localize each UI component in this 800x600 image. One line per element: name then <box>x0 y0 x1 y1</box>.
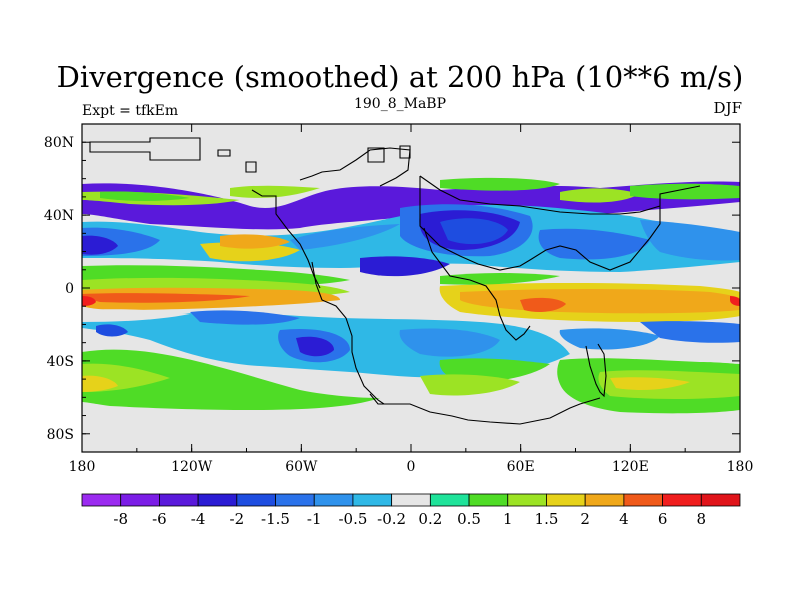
colorbar-swatch <box>662 493 702 507</box>
chart-subtitle: 190_8_MaBP <box>353 96 447 112</box>
greenland-outline <box>367 145 411 163</box>
plot-area: 180 120W 60W 0 60E 120E 180 80N 40N 0 40S 80S <box>44 123 753 475</box>
divergence-contour-region <box>520 297 566 312</box>
north-america-outline <box>89 137 321 289</box>
antarctica-outline <box>369 393 601 425</box>
colorbar-swatch <box>159 493 199 507</box>
divergence-contour-region <box>559 328 660 350</box>
divergence-contour-region <box>82 296 96 306</box>
eurasia-outline <box>419 175 701 271</box>
divergence-contour-region <box>200 242 300 262</box>
colorbar-swatch <box>507 493 547 507</box>
divergence-contour-region <box>420 374 520 396</box>
x-tick-label: 180 <box>727 459 754 475</box>
australia-outline <box>585 343 607 398</box>
y-tick-label: 40N <box>44 208 74 224</box>
arctic-outline <box>217 147 411 187</box>
colorbar-label: 2 <box>580 510 590 528</box>
colorbar-swatch <box>236 493 276 507</box>
divergence-contour-region <box>630 183 740 200</box>
colorbar-swatch <box>429 493 470 507</box>
divergence-contour-region <box>640 321 740 343</box>
colorbar: -8 -6 -4 -2 -1.5 -1 -0.5 -0.2 0.2 0.5 1 1.5 2 4 6 8 <box>81 493 741 528</box>
colorbar-swatch <box>700 493 741 507</box>
y-tick-label: 80S <box>47 427 74 443</box>
divergence-contour-region <box>290 224 400 250</box>
divergence-field <box>82 177 740 414</box>
divergence-contour-region <box>82 349 380 410</box>
divergence-contour-region <box>610 377 690 390</box>
colorbar-label: -0.2 <box>377 510 406 528</box>
colorbar-label: 8 <box>697 510 707 528</box>
divergence-contour-region <box>82 293 250 303</box>
x-tick-label: 60W <box>285 459 318 475</box>
x-tick-label: 120W <box>171 459 213 475</box>
x-tick-label: 0 <box>407 459 416 475</box>
divergence-contour-region <box>82 309 190 322</box>
colorbar-swatch <box>197 493 238 507</box>
divergence-contour-region <box>640 220 740 261</box>
experiment-label: Expt = tfkEm <box>82 103 179 119</box>
south-america-outline <box>311 261 385 405</box>
axis-ticks <box>81 123 741 453</box>
colorbar-swatch <box>313 493 354 507</box>
axis-tick-labels: 180 120W 60W 0 60E 120E 180 80N 40N 0 40S 80S <box>44 135 753 475</box>
colorbar-label: -0.5 <box>338 510 367 528</box>
colorbar-swatch <box>468 493 509 507</box>
colorbar-label: -1 <box>307 510 322 528</box>
x-tick-label: 120E <box>612 459 649 475</box>
colorbar-label: -6 <box>152 510 167 528</box>
colorbar-label: 0.2 <box>418 510 442 528</box>
y-tick-label: 0 <box>65 281 74 297</box>
colorbar-swatch <box>546 493 586 507</box>
divergence-contour-region <box>560 188 640 203</box>
divergence-contour-region <box>538 228 650 260</box>
colorbar-label: -4 <box>191 510 206 528</box>
y-tick-label: 80N <box>44 135 74 151</box>
divergence-contour-region <box>82 235 118 255</box>
divergence-contour-region <box>296 336 334 357</box>
colorbar-swatch <box>584 493 625 507</box>
colorbar-label: 0.5 <box>457 510 481 528</box>
colorbar-label: 4 <box>619 510 629 528</box>
colorbar-swatch <box>391 493 431 507</box>
colorbar-swatch <box>120 493 160 507</box>
coastline-outlines <box>89 137 701 425</box>
colorbar-label: -1.5 <box>261 510 290 528</box>
divergence-contour-region <box>399 328 500 357</box>
divergence-contour-region <box>440 177 560 191</box>
divergence-contour-region <box>440 218 508 245</box>
chart-title: Divergence (smoothed) at 200 hPa (10**6 … <box>56 60 744 94</box>
divergence-contour-region <box>100 191 190 201</box>
colorbar-swatch <box>275 493 315 507</box>
x-tick-label: 180 <box>69 459 96 475</box>
divergence-contour-region <box>230 185 320 198</box>
colorbar-label: 1 <box>503 510 513 528</box>
colorbar-swatch <box>623 493 663 507</box>
x-tick-label: 60E <box>507 459 535 475</box>
colorbar-label: 6 <box>658 510 668 528</box>
divergence-contour-region <box>96 324 128 337</box>
divergence-contour-region <box>82 375 118 392</box>
y-tick-label: 40S <box>47 354 74 370</box>
divergence-contour-region <box>220 234 290 249</box>
divergence-contour-region <box>440 273 560 285</box>
colorbar-swatch <box>81 493 122 507</box>
africa-outline <box>423 227 531 341</box>
colorbar-label: -8 <box>113 510 128 528</box>
divergence-contour-region <box>360 256 450 277</box>
divergence-contour-region <box>730 296 740 306</box>
colorbar-label: 1.5 <box>535 510 559 528</box>
season-label: DJF <box>713 99 742 117</box>
colorbar-swatch <box>352 493 393 507</box>
colorbar-label: -2 <box>230 510 245 528</box>
divergence-contour-region <box>190 310 300 325</box>
